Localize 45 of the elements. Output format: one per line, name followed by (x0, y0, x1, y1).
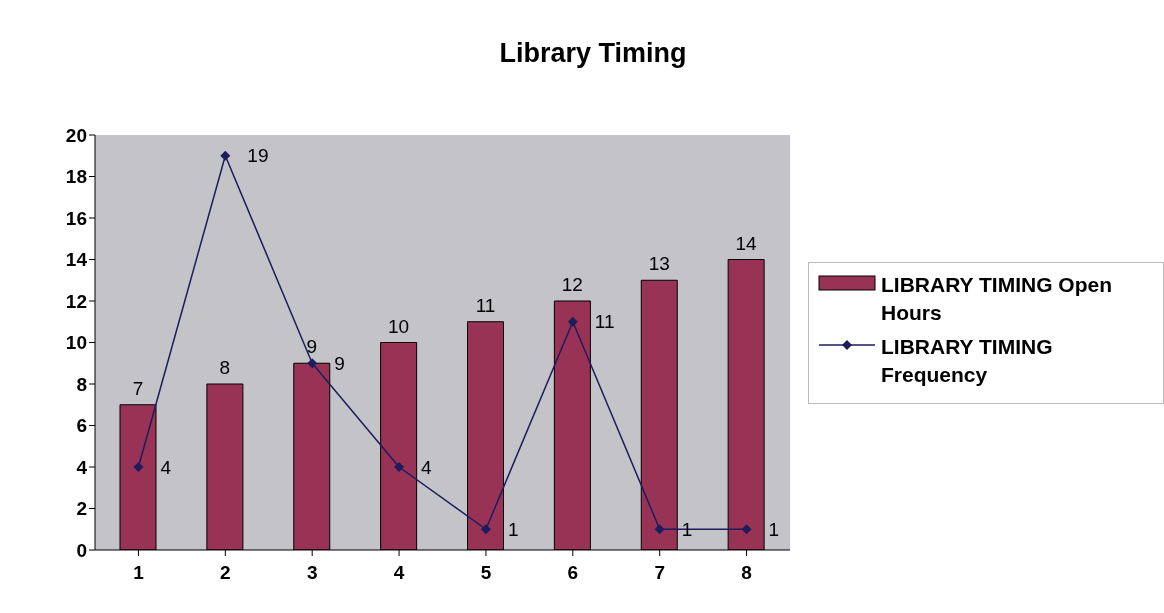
x-tick-label: 7 (654, 562, 665, 584)
point (220, 150, 231, 161)
chart-title: Library Timing (498, 38, 688, 69)
point (654, 524, 665, 535)
data-label: 1 (507, 518, 519, 540)
x-tick-label: 5 (480, 562, 492, 584)
point (307, 358, 318, 369)
data-label: 12 (561, 274, 583, 295)
data-label: 10 (388, 315, 410, 337)
point (133, 462, 144, 472)
x-tick-label: 2 (220, 562, 231, 584)
x-tick-label: 3 (306, 562, 318, 584)
data-label: 8 (219, 357, 231, 378)
y-tick-label: 0 (76, 539, 87, 561)
x-tick-label: 6 (567, 562, 579, 584)
point (480, 524, 491, 535)
data-label: 9 (306, 336, 318, 358)
x-tick-label: 4 (393, 562, 405, 584)
data-label: 9 (334, 352, 345, 374)
y-tick-label: 12 (65, 290, 87, 312)
legend-label: LIBRARY TIMING Open Hours (881, 272, 1113, 326)
data-label: 7 (132, 377, 144, 399)
y-tick-label: 20 (65, 124, 87, 146)
y-tick-label: 16 (65, 207, 87, 229)
data-label: 19 (247, 145, 269, 167)
x-tick-label: 8 (741, 562, 752, 584)
y-tick-label: 10 (65, 332, 87, 354)
y-tick-label: 14 (65, 249, 88, 271)
point (741, 524, 752, 535)
data-label: 11 (594, 311, 615, 333)
point (567, 316, 578, 327)
data-label: 4 (421, 456, 433, 478)
y-tick-label: 4 (76, 456, 88, 478)
y-tick-label: 6 (76, 415, 87, 437)
data-label: 13 (648, 253, 670, 275)
legend-label: LIBRARY TIMING Frequency (881, 334, 1054, 388)
data-label: 14 (735, 232, 758, 254)
data-label: 4 (160, 456, 172, 478)
y-tick-label: 18 (65, 166, 87, 188)
y-tick-label: 8 (76, 373, 87, 395)
y-tick-label: 2 (76, 498, 87, 520)
data-label: 1 (768, 518, 780, 540)
point (394, 462, 405, 472)
data-label: 11 (475, 294, 496, 316)
x-tick-label: 1 (133, 562, 145, 584)
